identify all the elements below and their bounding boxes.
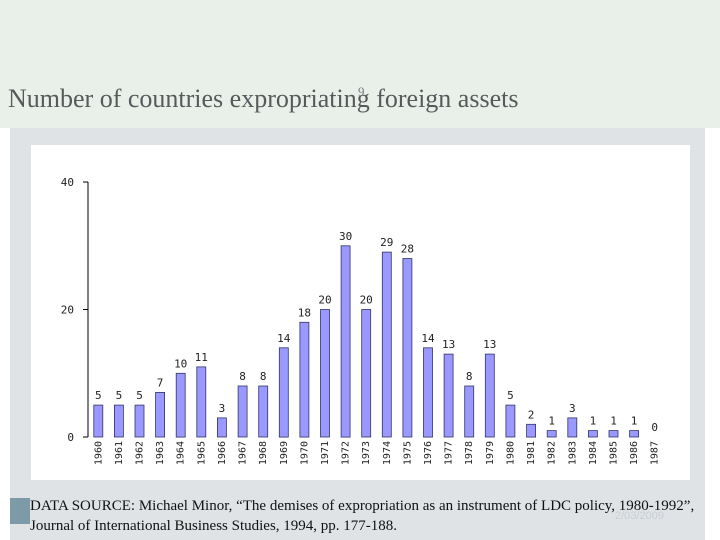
bar bbox=[216, 417, 227, 438]
data-label: 8 bbox=[239, 370, 246, 383]
x-tick-label: 1976 bbox=[423, 441, 434, 465]
data-label: 5 bbox=[95, 389, 102, 402]
bar bbox=[361, 309, 372, 438]
bar bbox=[134, 404, 145, 438]
y-tick-label: 0 bbox=[67, 431, 74, 444]
x-tick-label: 1975 bbox=[402, 441, 413, 465]
x-tick-label: 1967 bbox=[238, 441, 249, 465]
x-tick-label: 1980 bbox=[505, 441, 516, 465]
x-tick-label: 1960 bbox=[93, 441, 104, 465]
x-tick-label: 1982 bbox=[547, 441, 558, 465]
x-tick-label: 1966 bbox=[217, 441, 228, 465]
data-label: 2 bbox=[528, 408, 535, 421]
data-label: 1 bbox=[610, 415, 617, 428]
x-tick-label: 1972 bbox=[341, 441, 352, 465]
data-source-note: DATA SOURCE: Michael Minor, “The demises… bbox=[30, 498, 695, 534]
data-label: 10 bbox=[174, 357, 187, 370]
x-tick-label: 1973 bbox=[361, 441, 372, 465]
y-tick-label: 20 bbox=[61, 304, 74, 317]
x-tick-label: 1971 bbox=[320, 441, 331, 465]
x-tick-label: 1974 bbox=[382, 441, 393, 465]
x-tick-label: 1986 bbox=[629, 441, 640, 465]
data-label: 11 bbox=[195, 351, 208, 364]
x-tick-label: 1978 bbox=[464, 441, 475, 465]
bar bbox=[320, 309, 330, 438]
data-label: 20 bbox=[360, 294, 373, 307]
data-label: 13 bbox=[442, 338, 455, 351]
data-label: 5 bbox=[507, 389, 514, 402]
footer-accent-bar bbox=[10, 498, 30, 524]
bar bbox=[299, 321, 310, 438]
x-tick-label: 1981 bbox=[526, 441, 537, 465]
bar bbox=[464, 385, 475, 438]
data-label: 20 bbox=[318, 294, 331, 307]
bar bbox=[629, 430, 639, 438]
bar bbox=[443, 353, 454, 438]
slide-header-band bbox=[0, 0, 720, 128]
data-label: 14 bbox=[421, 332, 435, 345]
x-tick-label: 1970 bbox=[299, 441, 310, 465]
bar bbox=[608, 430, 619, 438]
bar bbox=[402, 258, 413, 438]
x-tick-label: 1964 bbox=[176, 441, 187, 465]
data-label: 8 bbox=[260, 370, 267, 383]
bar bbox=[155, 391, 165, 438]
x-tick-label: 1985 bbox=[609, 441, 620, 465]
data-label: 5 bbox=[116, 389, 123, 402]
bar bbox=[526, 423, 537, 438]
data-label: 8 bbox=[466, 370, 473, 383]
bar bbox=[546, 430, 557, 438]
data-label: 18 bbox=[298, 306, 311, 319]
x-tick-label: 1977 bbox=[444, 441, 455, 465]
bar bbox=[567, 417, 578, 438]
data-label: 29 bbox=[380, 236, 393, 249]
bar bbox=[484, 353, 495, 438]
data-label: 28 bbox=[401, 243, 414, 256]
x-tick-label: 1963 bbox=[155, 441, 166, 465]
x-tick-label: 1969 bbox=[279, 441, 290, 465]
data-label: 0 bbox=[651, 421, 658, 434]
bar bbox=[114, 404, 124, 438]
x-tick-label: 1987 bbox=[650, 441, 661, 465]
x-tick-label: 1968 bbox=[258, 441, 269, 465]
data-label: 1 bbox=[590, 415, 597, 428]
data-label: 3 bbox=[219, 402, 226, 415]
data-label: 7 bbox=[157, 376, 164, 389]
x-tick-label: 1962 bbox=[135, 441, 146, 465]
bar bbox=[588, 430, 598, 438]
slide-number: 9 bbox=[358, 84, 365, 99]
y-tick-label: 40 bbox=[61, 176, 74, 189]
bar-chart: 0204051960519615196271963101964111965319… bbox=[61, 176, 661, 465]
data-label: 5 bbox=[136, 389, 143, 402]
x-tick-label: 1983 bbox=[567, 441, 578, 465]
data-label: 1 bbox=[631, 415, 638, 428]
bar bbox=[237, 385, 248, 438]
bar bbox=[278, 347, 289, 438]
page-title: Number of countries expropriating foreig… bbox=[8, 84, 519, 113]
bar bbox=[505, 404, 516, 438]
data-label: 13 bbox=[483, 338, 496, 351]
x-tick-label: 1965 bbox=[196, 441, 207, 465]
x-tick-label: 1979 bbox=[485, 441, 496, 465]
data-label: 1 bbox=[548, 415, 555, 428]
bar bbox=[381, 251, 392, 438]
bar bbox=[196, 366, 207, 438]
data-label: 30 bbox=[339, 230, 352, 243]
data-label: 3 bbox=[569, 402, 576, 415]
footer-date: 2/03/2009 bbox=[615, 510, 664, 522]
bar bbox=[340, 245, 351, 438]
x-tick-label: 1984 bbox=[588, 441, 599, 465]
bar bbox=[423, 347, 433, 438]
data-label: 14 bbox=[277, 332, 291, 345]
bar bbox=[175, 372, 186, 438]
bar bbox=[258, 385, 269, 438]
bar bbox=[93, 404, 104, 438]
x-tick-label: 1961 bbox=[114, 441, 125, 465]
